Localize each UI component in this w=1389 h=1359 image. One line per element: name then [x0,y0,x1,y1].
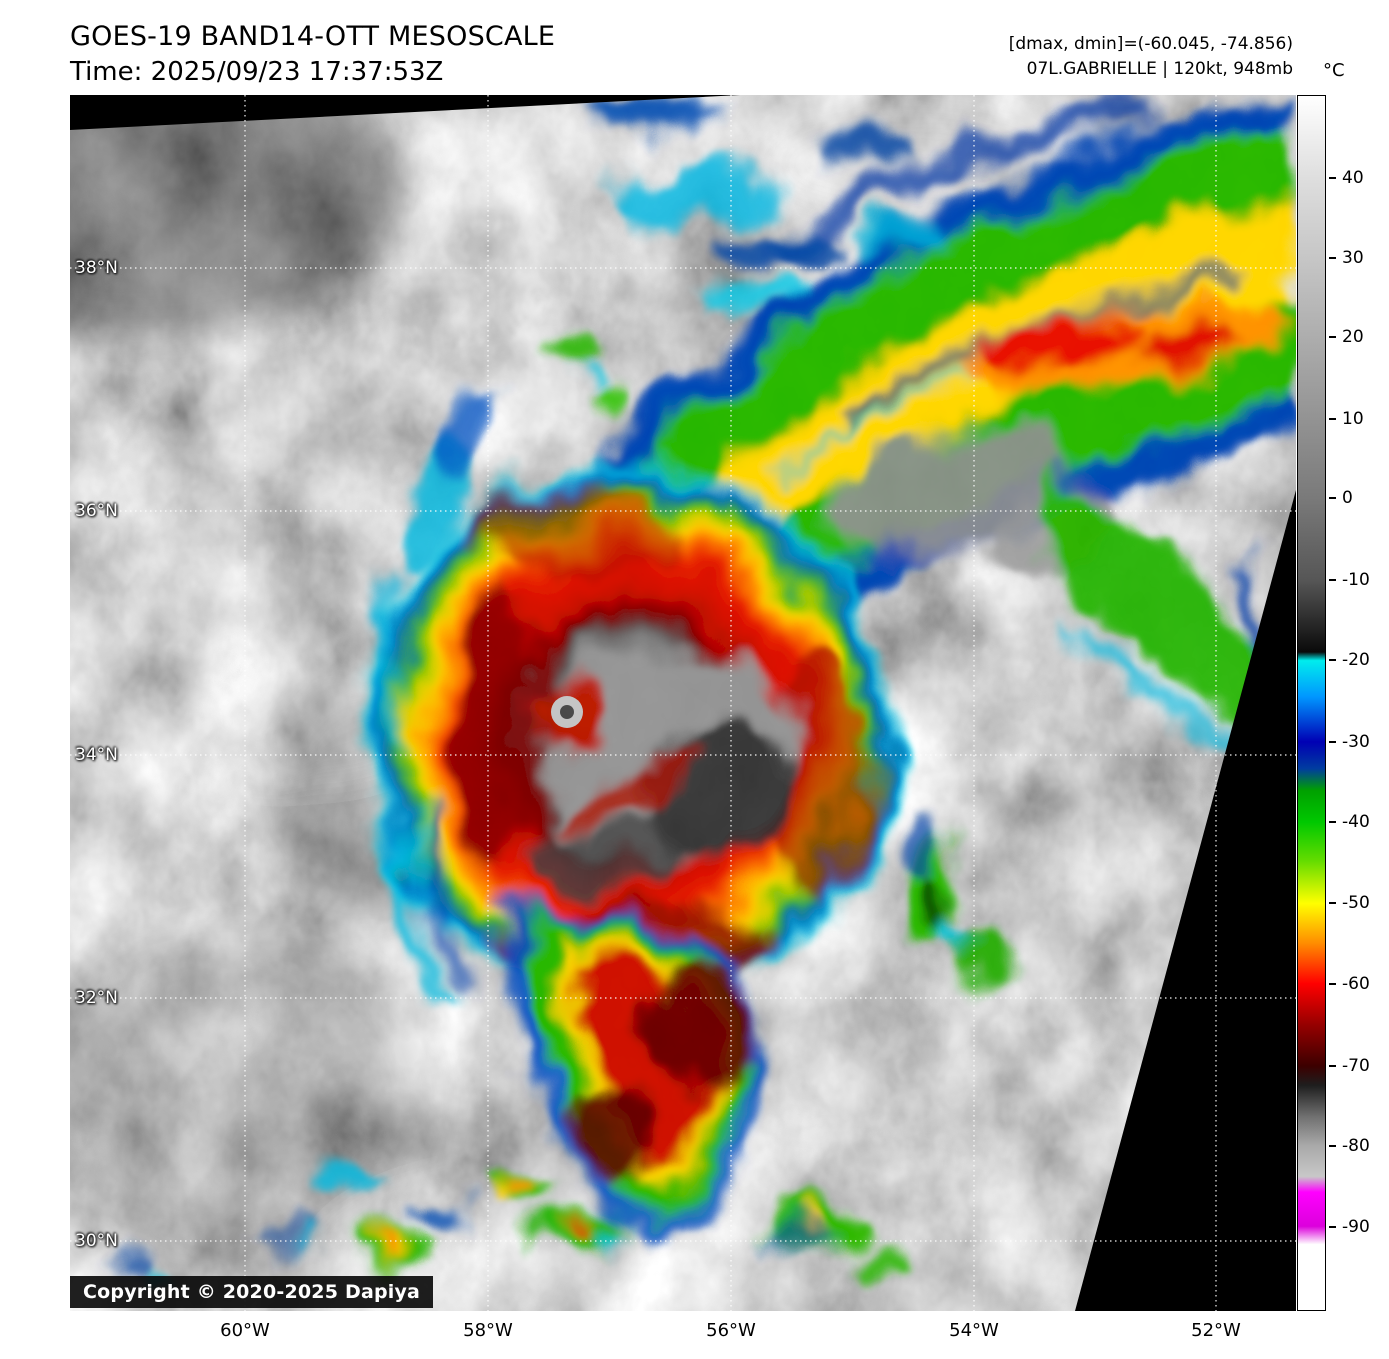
storm-info: 07L.GABRIELLE | 120kt, 948mb [1026,58,1293,79]
colorbar-tick: 40 [1342,168,1364,189]
dmax-dmin-readout: [dmax, dmin]=(-60.045, -74.856) [1008,34,1293,54]
lon-label: 56°W [706,1320,756,1341]
lat-label: 36°N [75,501,118,521]
colorbar-tick: 0 [1342,487,1353,508]
colorbar-tick: 20 [1342,326,1364,347]
colorbar-tick: -50 [1342,893,1370,914]
lat-label: 34°N [75,745,118,765]
lon-label: 58°W [463,1320,513,1341]
copyright-notice: Copyright © 2020-2025 Dapiya [70,1276,434,1308]
colorbar-tick: -20 [1342,649,1370,670]
satellite-map: 38°N 36°N 34°N 32°N 30°N Copyright © 202… [70,95,1296,1311]
colorbar [1297,95,1326,1311]
colorbar-tick: -90 [1342,1216,1370,1237]
colorbar-unit: °C [1323,60,1345,81]
scan-time: Time: 2025/09/23 17:37:53Z [70,56,444,87]
colorbar-tick: 30 [1342,247,1364,268]
satellite-image [70,95,1296,1311]
colorbar-tick: -60 [1342,974,1370,995]
lon-label: 60°W [220,1320,270,1341]
colorbar-tick: -30 [1342,731,1370,752]
product-title: GOES-19 BAND14-OTT MESOSCALE [70,21,556,52]
colorbar-tick: 10 [1342,408,1364,429]
lat-label: 32°N [75,988,118,1008]
title-block: GOES-19 BAND14-OTT MESOSCALE Time: 2025/… [70,20,555,88]
longitude-axis: 60°W 58°W 56°W 54°W 52°W [70,1320,1296,1352]
colorbar-tick: -40 [1342,811,1370,832]
texture-overlay [70,95,1296,1311]
colorbar-tick: -70 [1342,1055,1370,1076]
colorbar-ticks: 40 30 20 10 0 -10 -20 -30 -40 -50 -60 -7… [1334,95,1388,1311]
colorbar-tick: -80 [1342,1135,1370,1156]
lon-label: 52°W [1191,1320,1241,1341]
header-right: [dmax, dmin]=(-60.045, -74.856) 07L.GABR… [1009,32,1293,81]
colorbar-tick: -10 [1342,569,1370,590]
lon-label: 54°W [949,1320,999,1341]
data-region [70,95,1296,1311]
lat-label: 30°N [75,1231,118,1251]
lat-label: 38°N [75,258,118,278]
